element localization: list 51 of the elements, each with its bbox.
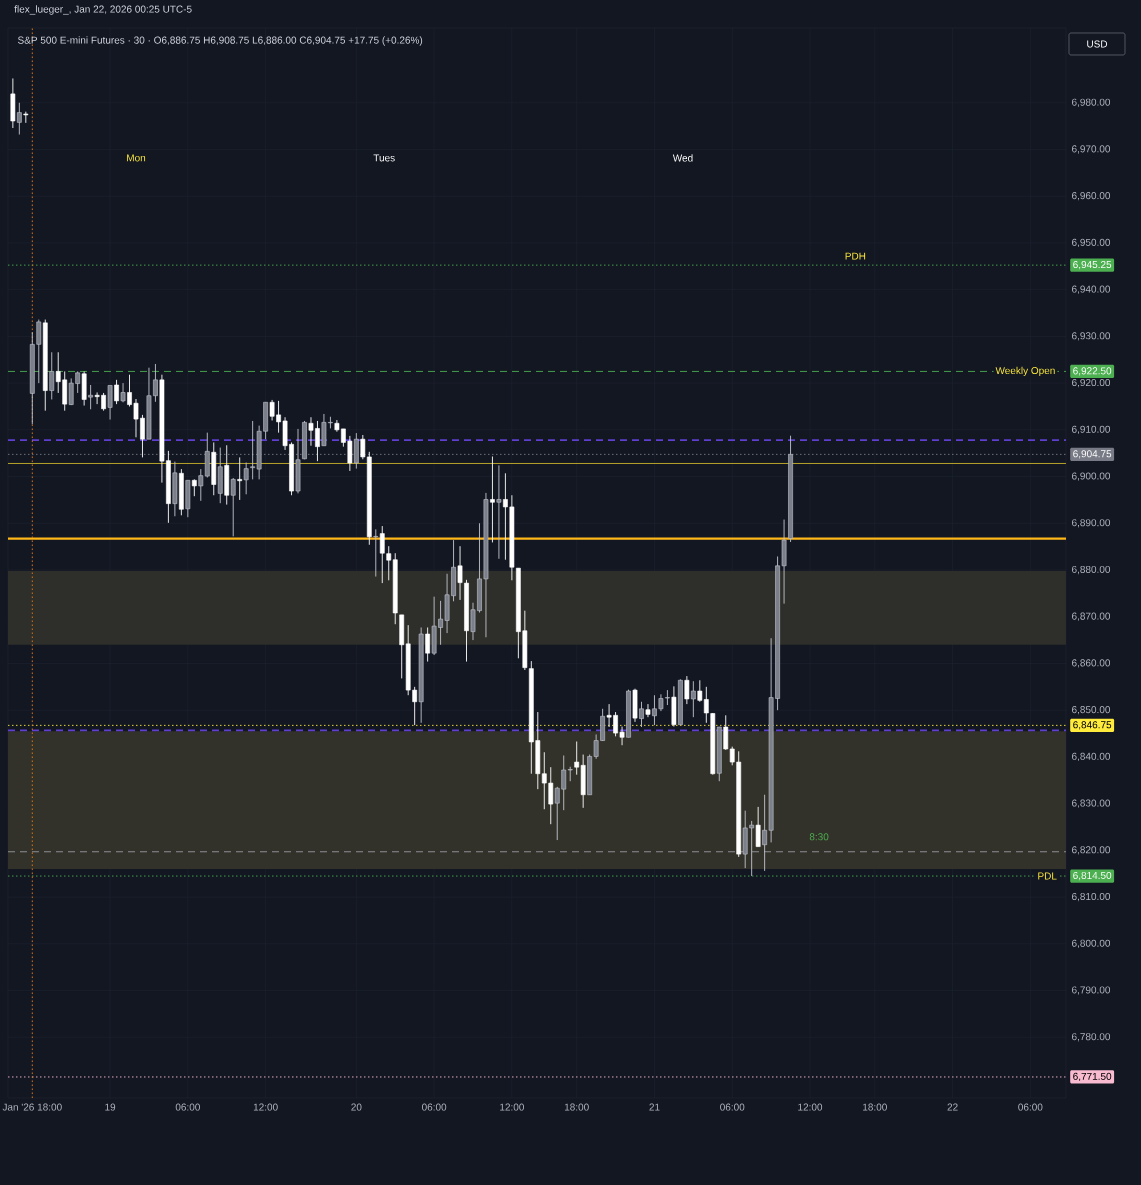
y-tick-label: 6,960.00 bbox=[1072, 192, 1111, 201]
ref-line-label: 6,814.50 bbox=[1073, 871, 1112, 881]
y-tick-label: 6,900.00 bbox=[1072, 472, 1111, 481]
y-tick-label: 6,830.00 bbox=[1072, 799, 1111, 808]
annotation: Wed bbox=[672, 154, 693, 162]
x-tick-label: 19 bbox=[105, 1103, 116, 1111]
x-tick-label: 06:00 bbox=[1018, 1103, 1043, 1111]
y-tick-label: 6,820.00 bbox=[1072, 846, 1111, 855]
annotation: Weekly Open bbox=[995, 366, 1055, 377]
y-tick-label: 6,930.00 bbox=[1072, 332, 1111, 341]
x-tick-label: 06:00 bbox=[421, 1103, 447, 1111]
ref-line-label: 6,904.75 bbox=[1073, 450, 1112, 459]
annotation: Mon bbox=[127, 154, 146, 162]
y-tick-label: 6,780.00 bbox=[1072, 1033, 1111, 1042]
y-tick-label: 6,870.00 bbox=[1072, 612, 1111, 621]
x-tick-label: 12:00 bbox=[253, 1103, 278, 1111]
x-tick-label: 06:00 bbox=[720, 1103, 745, 1111]
text: USD bbox=[1087, 40, 1108, 48]
y-tick-label: 6,860.00 bbox=[1072, 659, 1111, 668]
text: flex_lueger_, Jan 22, 2026 00:25 UTC-5 bbox=[14, 5, 192, 15]
y-tick-label: 6,890.00 bbox=[1072, 519, 1111, 528]
x-tick-label: 20 bbox=[351, 1103, 362, 1111]
y-tick-label: 6,920.00 bbox=[1072, 378, 1111, 388]
y-tick-label: 6,980.00 bbox=[1072, 98, 1111, 107]
annotation: Tues bbox=[373, 154, 395, 162]
y-tick-label: 6,790.00 bbox=[1072, 986, 1111, 995]
x-tick-label: 18:00 bbox=[863, 1103, 887, 1111]
x-tick-label: 18:00 bbox=[564, 1103, 589, 1111]
y-tick-label: 6,910.00 bbox=[1072, 425, 1111, 434]
ref-line-label: 6,771.50 bbox=[1073, 1072, 1112, 1082]
y-tick-label: 6,810.00 bbox=[1072, 892, 1111, 902]
y-tick-label: 6,840.00 bbox=[1072, 752, 1111, 762]
annotation: 8:30 bbox=[809, 833, 829, 841]
x-tick-label: 22 bbox=[947, 1103, 958, 1111]
y-tick-label: 6,880.00 bbox=[1072, 565, 1111, 575]
x-tick-label: 21 bbox=[649, 1103, 660, 1111]
ref-line-label: 6,846.75 bbox=[1073, 721, 1112, 730]
x-tick-label: 06:00 bbox=[175, 1103, 200, 1111]
x-tick-label: Jan '26 18:00 bbox=[2, 1103, 62, 1111]
x-tick-label: 12:00 bbox=[500, 1103, 524, 1111]
annotation: PDH bbox=[845, 252, 866, 260]
y-tick-label: 6,970.00 bbox=[1072, 145, 1111, 154]
x-tick-label: 12:00 bbox=[798, 1103, 823, 1111]
y-tick-label: 6,850.00 bbox=[1072, 706, 1111, 715]
ref-line-label: 6,945.25 bbox=[1073, 261, 1112, 270]
annotation: PDL bbox=[1038, 872, 1057, 880]
y-tick-label: 6,800.00 bbox=[1072, 939, 1111, 948]
ref-line-label: 6,922.50 bbox=[1073, 367, 1112, 376]
y-tick-label: 6,950.00 bbox=[1072, 238, 1111, 248]
y-tick-label: 6,940.00 bbox=[1072, 285, 1111, 294]
text: S&P 500 E-mini Futures · 30 · O6,886.75 H6,908.75 L6,886.00 C6,904.75 +17.75 (+0.26%) bbox=[17, 36, 423, 46]
